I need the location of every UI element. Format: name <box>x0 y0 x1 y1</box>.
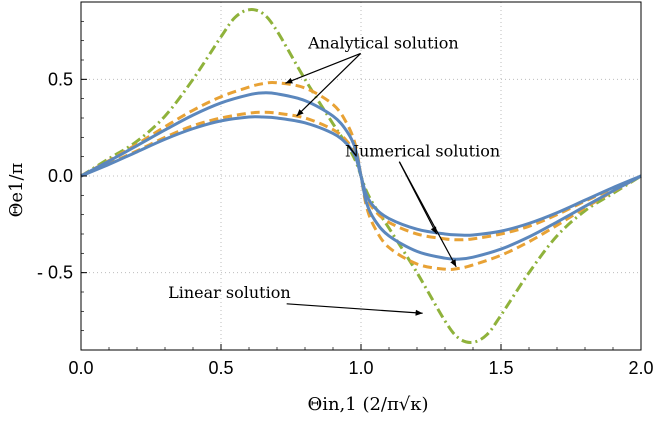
annotation-label: Linear solution <box>168 283 291 302</box>
x-tick-label: 1.0 <box>348 358 373 378</box>
x-tick-label: 0.0 <box>68 358 93 378</box>
ticks <box>80 20 642 350</box>
series-line-solid <box>80 115 642 237</box>
annotation-arrow <box>285 52 361 84</box>
y-tick-label: 0.0 <box>48 166 73 186</box>
annotation-label: Numerical solution <box>345 142 500 161</box>
x-axis-label: Θin,1 (2/π√κ) <box>307 394 428 415</box>
annotation-arrow <box>296 52 362 117</box>
series-layer <box>80 8 642 344</box>
annotation-arrow <box>286 303 423 316</box>
annotation-label: Analytical solution <box>307 33 459 52</box>
y-tick-label: - 0.5 <box>37 263 73 283</box>
annotation-texts: Analytical solution Numerical solution Lin… <box>168 33 500 301</box>
x-tick-label: 0.5 <box>208 358 233 378</box>
x-tick-label: 2.0 <box>628 358 653 378</box>
annotation-arrows <box>285 52 457 316</box>
x-tick-label: 1.5 <box>488 358 513 378</box>
y-tick-label: 0.5 <box>48 69 73 89</box>
y-axis-label: Θe1/π <box>6 162 27 217</box>
annotation-arrow <box>398 161 457 268</box>
tick-labels: 0.0 0.5 1.0 1.5 2.0 0.5 0.0 - 0.5 <box>37 69 654 378</box>
